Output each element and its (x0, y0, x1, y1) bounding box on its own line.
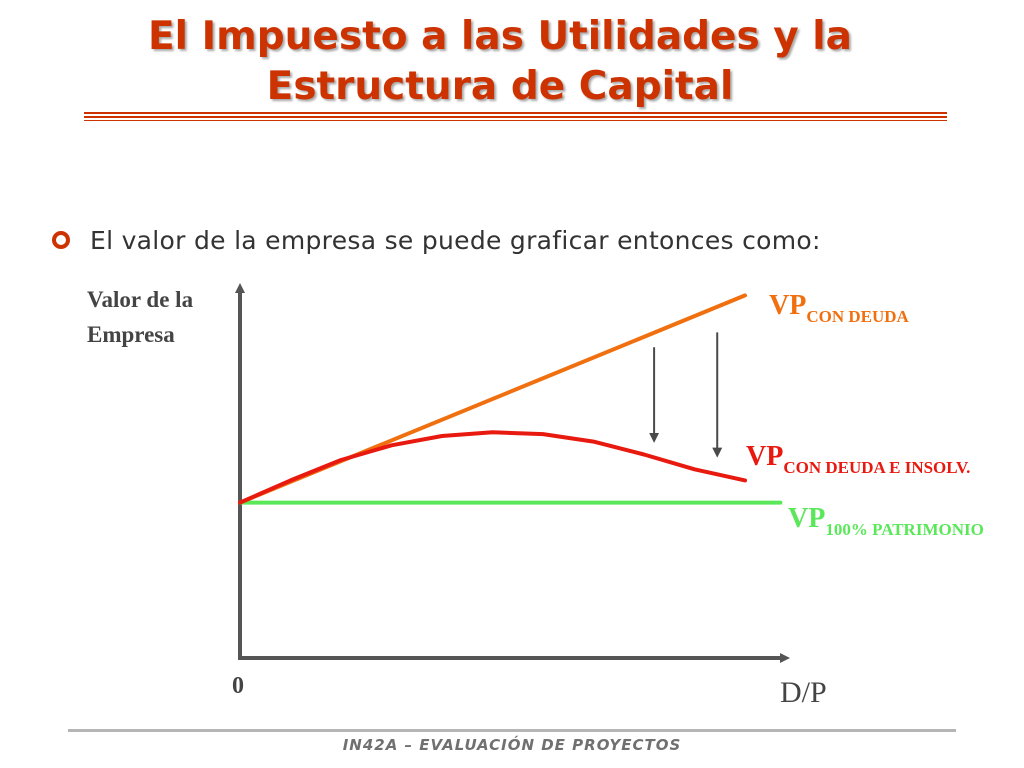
legend-con-deuda-insolv-main: VP (746, 441, 783, 472)
title-rule-bottom (84, 120, 947, 121)
origin-label: 0 (232, 673, 244, 699)
series-line-con-deuda-insolv (238, 430, 747, 505)
legend-patrimonio-sub: 100% PATRIMONIO (825, 520, 984, 539)
legend-con-deuda: VPCON DEUDA (769, 290, 910, 326)
ring-bullet-icon (52, 231, 70, 249)
legend-con-deuda-insolv: VPCON DEUDA E INSOLV. (746, 441, 970, 477)
x-axis-label: D/P (780, 676, 827, 709)
legend-con-deuda-sub: CON DEUDA (806, 307, 909, 326)
annotation-layer (649, 332, 723, 458)
y-axis-label-line-2: Empresa (87, 322, 175, 347)
bullet-text: El valor de la empresa se puede graficar… (90, 225, 821, 255)
legend-con-deuda-insolv-sub: CON DEUDA E INSOLV. (783, 458, 970, 477)
slide-title: El Impuesto a las Utilidades y la Estruc… (60, 12, 940, 112)
legend-con-deuda-main: VP (769, 290, 806, 321)
footer-rule (68, 729, 956, 732)
title-rule-top (84, 112, 947, 114)
y-axis-label-line-1: Valor de la (87, 287, 194, 312)
footer-text: IN42A – EVALUACIÓN DE PROYECTOS (342, 736, 682, 754)
legend-patrimonio-main: VP (788, 503, 825, 534)
bullet-row: El valor de la empresa se puede graficar… (52, 222, 821, 258)
title-rule-mid (84, 116, 947, 118)
title-line-2: Estructura de Capital (266, 64, 734, 109)
title-line-1: El Impuesto a las Utilidades y la (148, 14, 852, 59)
legend-patrimonio: VP100% PATRIMONIO (788, 503, 984, 539)
series-layer (238, 293, 783, 505)
